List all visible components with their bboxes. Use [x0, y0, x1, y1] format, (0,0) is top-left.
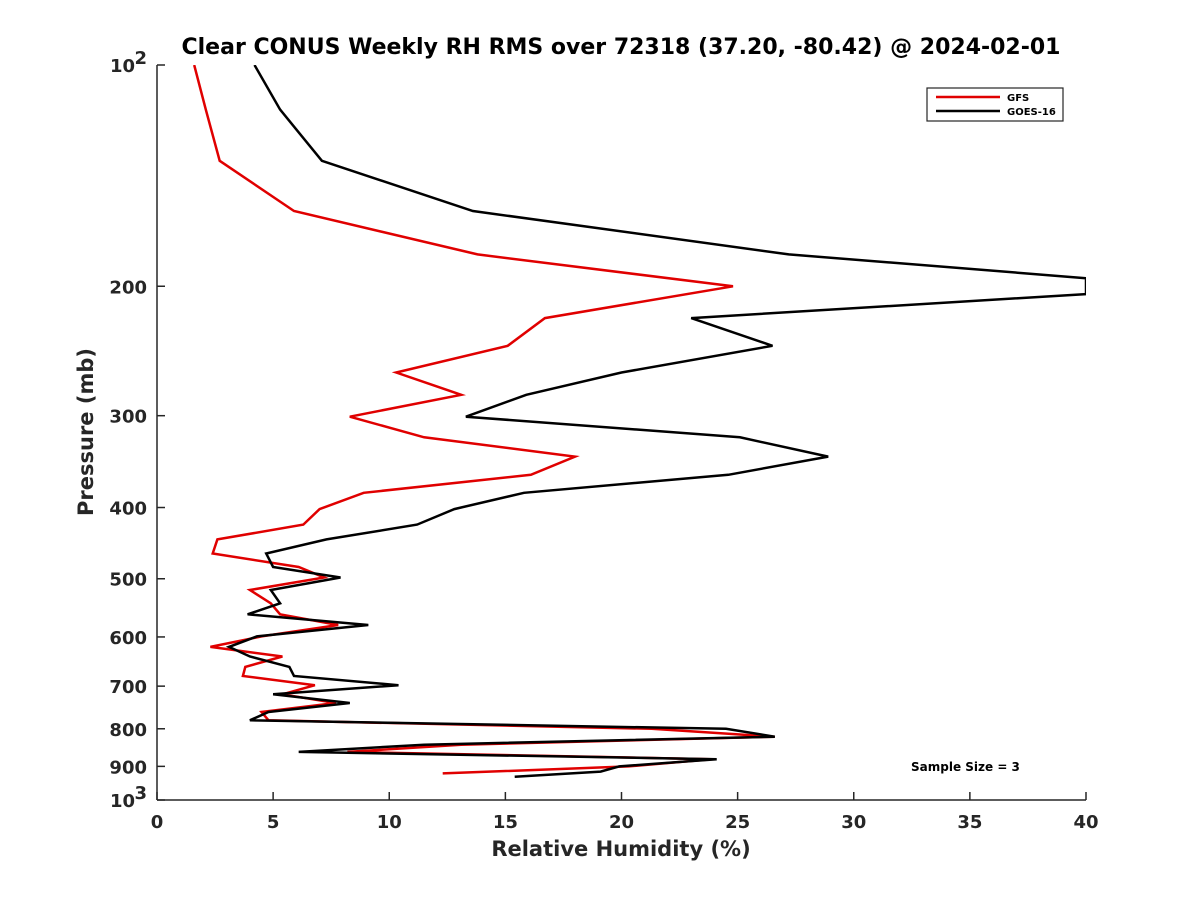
legend[interactable]: GFS GOES-16: [926, 87, 1064, 122]
x-tick-label: 30: [841, 812, 866, 833]
chart-title: Clear CONUS Weekly RH RMS over 72318 (37…: [182, 35, 1061, 60]
x-axis-label: Relative Humidity (%): [491, 837, 750, 861]
y-tick-label: 300: [109, 407, 147, 428]
series-layer: [192, 65, 1086, 779]
x-tick-label: 5: [267, 812, 280, 833]
x-tick-label: 10: [377, 812, 402, 833]
y-tick-label: 10: [110, 56, 135, 77]
legend-box: [926, 87, 1064, 122]
legend-label-gfs: GFS: [1007, 93, 1029, 104]
x-tick-label: 35: [957, 812, 982, 833]
y-tick-label: 400: [109, 499, 147, 520]
y-tick-exponent: 2: [134, 48, 147, 69]
x-tick-label: 40: [1073, 812, 1098, 833]
y-axis-label: Pressure (mb): [74, 348, 98, 516]
sample-size-annotation: Sample Size = 3: [911, 760, 1020, 774]
y-tick-label: 700: [109, 677, 147, 698]
y-tick-label: 200: [109, 277, 147, 298]
x-tick-label: 15: [493, 812, 518, 833]
y-tick-label: 900: [109, 757, 147, 778]
x-tick-label: 25: [725, 812, 750, 833]
y-tick-exponent: 3: [134, 783, 147, 804]
x-tick-label: 20: [609, 812, 634, 833]
y-tick-label: 600: [109, 628, 147, 649]
y-tick-label: 500: [109, 570, 147, 591]
series-line-goes-16: [225, 65, 1086, 779]
legend-label-goes-16: GOES-16: [1007, 107, 1056, 118]
x-tick-label: 0: [151, 812, 164, 833]
y-tick-label: 10: [110, 791, 135, 812]
y-tick-label: 800: [109, 720, 147, 741]
